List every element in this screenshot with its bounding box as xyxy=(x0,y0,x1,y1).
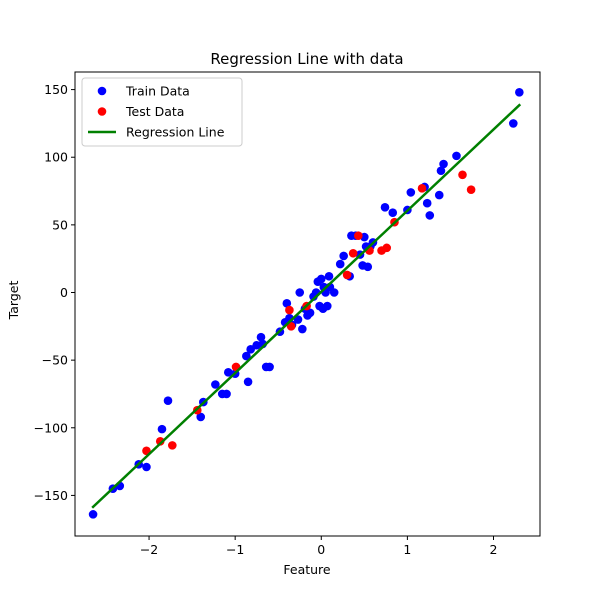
x-tick-label-2: 0 xyxy=(317,542,325,557)
regression-line xyxy=(91,103,522,509)
train-point-14 xyxy=(242,351,251,361)
legend-box xyxy=(81,77,243,147)
y-tick-label-5: 100 xyxy=(44,150,68,165)
test-point-15 xyxy=(417,184,427,193)
train-point-57 xyxy=(380,202,390,212)
train-point-62 xyxy=(422,198,432,208)
train-point-15 xyxy=(243,377,253,387)
plot-area xyxy=(88,87,524,519)
train-point-54 xyxy=(363,262,373,272)
y-tick-label-3: 0 xyxy=(60,285,68,300)
legend: Train Data Test Data Regression Line xyxy=(81,77,243,147)
train-point-68 xyxy=(509,119,518,128)
train-point-21 xyxy=(265,362,274,372)
train-point-45 xyxy=(335,259,345,269)
train-point-44 xyxy=(329,288,339,297)
test-point-5 xyxy=(285,305,294,315)
train-point-66 xyxy=(439,159,448,169)
train-point-42 xyxy=(324,271,334,281)
y-tick-label-6: 150 xyxy=(44,82,68,97)
test-point-16 xyxy=(458,170,467,180)
y-axis-label: Target xyxy=(6,281,21,321)
x-tick-label-3: 1 xyxy=(403,542,411,557)
y-tick-label-2: −50 xyxy=(42,353,68,368)
train-point-16 xyxy=(246,345,255,354)
train-point-5 xyxy=(157,424,167,434)
train-point-4 xyxy=(142,462,151,472)
train-point-29 xyxy=(298,324,307,334)
train-point-46 xyxy=(339,251,348,261)
axes: −2 −1 0 1 2 −150 −100 −50 0 50 100 150 xyxy=(34,71,541,557)
train-point-28 xyxy=(295,288,305,297)
test-point-9 xyxy=(348,248,358,258)
x-tick-label-1: −1 xyxy=(226,542,244,557)
test-point-1 xyxy=(155,437,165,446)
train-point-11 xyxy=(222,389,231,399)
x-tick-label-4: 2 xyxy=(490,542,498,557)
y-tick-label-4: 50 xyxy=(52,217,68,232)
y-tick-label-0: −150 xyxy=(34,488,68,503)
train-point-9 xyxy=(211,380,220,389)
train-point-60 xyxy=(406,188,416,197)
train-point-65 xyxy=(436,166,446,176)
test-point-10 xyxy=(354,231,363,240)
test-point-8 xyxy=(342,270,352,280)
train-point-41 xyxy=(323,301,332,311)
train-point-69 xyxy=(515,87,524,97)
train-point-67 xyxy=(452,151,461,161)
series-2 xyxy=(91,103,522,509)
test-point-13 xyxy=(382,243,392,253)
train-point-12 xyxy=(223,368,233,377)
chart-title: Regression Line with data xyxy=(210,50,403,68)
train-point-63 xyxy=(425,211,435,220)
legend-label-2: Regression Line xyxy=(126,125,225,140)
x-axis-label: Feature xyxy=(283,562,331,577)
plot-frame xyxy=(74,71,541,537)
test-point-6 xyxy=(286,322,296,331)
x-tick-label-0: −2 xyxy=(140,542,158,557)
train-point-32 xyxy=(305,308,315,318)
y-tick-label-1: −100 xyxy=(34,420,68,435)
train-point-6 xyxy=(163,396,173,406)
legend-marker-0 xyxy=(97,86,107,96)
train-point-24 xyxy=(282,299,292,308)
train-point-37 xyxy=(316,274,326,284)
legend-label-1: Test Data xyxy=(125,104,184,119)
train-point-64 xyxy=(434,190,444,200)
train-point-0 xyxy=(88,510,98,519)
test-point-2 xyxy=(168,441,177,450)
legend-label-0: Train Data xyxy=(125,84,190,99)
train-point-18 xyxy=(256,332,266,342)
train-point-58 xyxy=(388,208,398,217)
legend-marker-1 xyxy=(97,107,107,116)
train-point-7 xyxy=(196,412,206,422)
test-point-17 xyxy=(466,185,476,194)
